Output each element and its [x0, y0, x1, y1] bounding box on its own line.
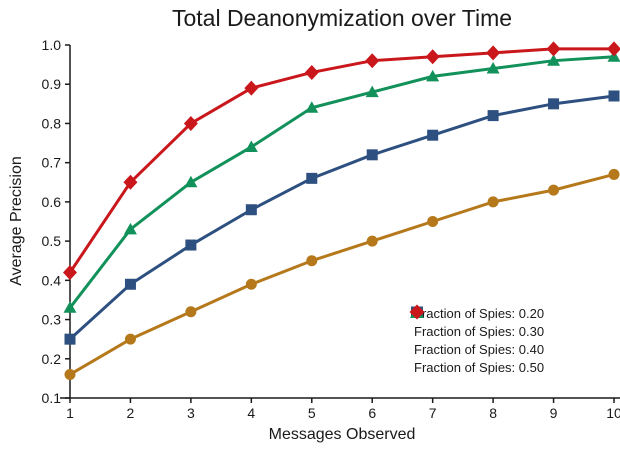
y-tick-label: 0.3 [42, 312, 62, 328]
diamond-marker-icon [409, 304, 425, 320]
data-point [487, 196, 499, 208]
data-point [547, 54, 561, 66]
chart-title: Total Deanonymization over Time [171, 5, 513, 31]
data-point [64, 333, 76, 345]
y-tick-label: 0.5 [42, 233, 62, 249]
x-tick-label: 8 [489, 405, 497, 421]
legend-label: Fraction of Spies: 0.50 [414, 359, 545, 375]
data-point [608, 90, 620, 102]
legend-label: Fraction of Spies: 0.30 [414, 323, 545, 339]
data-point [366, 235, 378, 247]
legend-label: Fraction of Spies: 0.40 [414, 341, 545, 357]
data-point [486, 45, 501, 61]
data-point [245, 204, 257, 216]
legend-label: Fraction of Spies: 0.20 [414, 305, 545, 321]
data-point [305, 101, 319, 113]
data-point [426, 69, 440, 82]
legend-item: Fraction of Spies: 0.30 [408, 306, 545, 340]
x-tick-label: 9 [550, 405, 558, 421]
data-point [185, 306, 197, 318]
data-point [123, 174, 138, 190]
data-point [63, 264, 77, 280]
y-tick-label: 0.2 [42, 351, 62, 367]
data-point [425, 49, 440, 65]
data-point [306, 172, 318, 184]
data-point [365, 53, 380, 69]
y-tick-label: 0.9 [42, 76, 62, 92]
data-point [124, 278, 136, 290]
data-point [63, 301, 77, 313]
data-point [487, 110, 499, 122]
data-point [608, 168, 620, 180]
data-point [244, 140, 258, 152]
data-point [486, 62, 500, 74]
series-line-triangle [68, 55, 615, 309]
data-point [548, 98, 560, 110]
data-point [306, 255, 318, 267]
y-tick-label: 1.0 [42, 37, 62, 53]
y-tick-label: 0.6 [42, 194, 62, 210]
y-tick-label: 0.1 [42, 390, 62, 406]
data-point [184, 175, 198, 188]
x-tick-label: 1 [66, 405, 74, 421]
data-point [245, 278, 257, 290]
y-tick-label: 0.7 [42, 155, 62, 171]
data-point [123, 222, 137, 235]
data-point [607, 41, 620, 57]
data-point [244, 80, 259, 96]
y-tick-label: 0.8 [42, 115, 62, 131]
legend-item: Fraction of Spies: 0.50 [408, 304, 545, 376]
x-tick-label: 7 [429, 405, 437, 421]
x-tick-label: 6 [368, 405, 376, 421]
data-point [546, 41, 561, 57]
data-point [185, 239, 197, 251]
data-point [183, 115, 198, 131]
x-tick-label: 2 [127, 405, 135, 421]
legend: Fraction of Spies: 0.20 Fraction of Spie… [408, 304, 544, 376]
data-point [427, 129, 439, 141]
x-tick-label: 4 [247, 405, 255, 421]
x-axis-label: Messages Observed [268, 426, 416, 443]
data-point [64, 368, 76, 380]
data-point [366, 149, 378, 161]
x-tick-label: 3 [187, 405, 195, 421]
legend-item: Fraction of Spies: 0.40 [408, 305, 545, 358]
data-point [365, 85, 379, 98]
data-point [124, 333, 136, 345]
data-point [427, 216, 439, 227]
data-point [304, 64, 319, 80]
series-line-square [68, 94, 615, 341]
series-line-circle [69, 172, 615, 376]
x-tick-label: 10 [606, 405, 620, 421]
x-tick-label: 5 [308, 405, 316, 421]
y-tick-label: 0.4 [42, 272, 62, 288]
legend-item: Fraction of Spies: 0.20 [408, 304, 544, 322]
data-point [548, 184, 560, 196]
series-line-diamond [68, 47, 614, 274]
